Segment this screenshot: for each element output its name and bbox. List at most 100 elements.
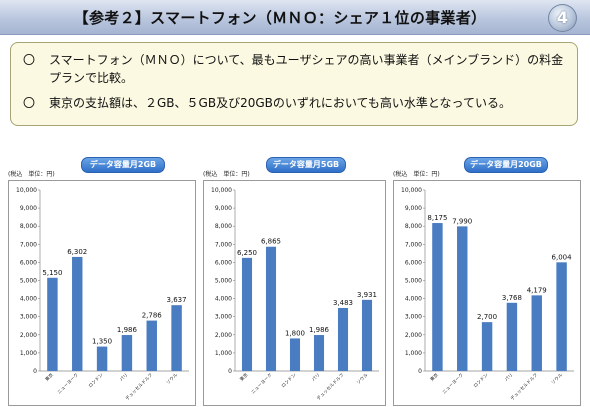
y-tick-label: 1,000 (20, 350, 37, 357)
unit-label: (税込 単位：円) (203, 171, 250, 178)
data-label: 5,150 (42, 269, 62, 277)
y-tick-label: 8,000 (405, 223, 422, 230)
bar (171, 305, 182, 371)
bar (506, 302, 518, 371)
x-tick-label: ニューヨーク (250, 372, 273, 395)
bar (72, 256, 83, 371)
bar (556, 262, 567, 371)
y-tick-label: 7,000 (215, 241, 232, 248)
x-tick-label: パリ (311, 372, 322, 383)
data-label: 6,250 (237, 249, 257, 257)
y-tick-label: 6,000 (405, 259, 422, 266)
chart-frame: 0 1,000 2,000 3,000 4,000 5,000 6,000 7,000 8,00… (203, 180, 386, 406)
data-label: 7,990 (452, 217, 472, 225)
data-label: 2,700 (477, 313, 497, 321)
unit-label: (税込 単位：円) (8, 171, 55, 178)
bar-chart-5gb: 0 1,000 2,000 3,000 4,000 5,000 6,000 7,000 8,00… (211, 187, 379, 402)
bullet-text: 東京の支払額は、２GB、５GB及び20GBのいずれにおいても高い水準となっている… (49, 96, 511, 110)
bar (313, 335, 325, 371)
y-tick-label: 10,000 (16, 187, 37, 194)
y-tick-label: 0 (228, 368, 232, 375)
summary-box: 〇 スマートフォン（ＭＮＯ）について、最もユーザシェアの高い事業者（メインブラン… (10, 42, 578, 126)
y-tick-label: 7,000 (20, 241, 37, 248)
y-tick-label: 3,000 (405, 314, 422, 321)
y-tick-label: 3,000 (20, 314, 37, 321)
data-label: 3,483 (333, 299, 353, 307)
y-tick-label: 10,000 (211, 187, 232, 194)
chart-title: データ容量月20GB (464, 157, 548, 173)
unit-label: (税込 単位：円) (393, 171, 440, 178)
y-tick-label: 1,000 (405, 350, 422, 357)
y-tick-label: 5,000 (20, 278, 37, 285)
y-tick-label: 2,000 (20, 332, 37, 339)
bar (289, 338, 301, 371)
bar (337, 307, 349, 371)
page-number-badge: 4 (548, 4, 577, 32)
data-label: 6,302 (67, 248, 87, 256)
x-tick-label: ソウル (165, 371, 180, 386)
chart-frame: 0 1,000 2,000 3,000 4,000 5,000 6,000 7,000 8,00… (393, 180, 581, 406)
y-tick-label: 9,000 (20, 205, 37, 212)
bar-chart-20gb: 0 1,000 2,000 3,000 4,000 5,000 6,000 7,000 8,00… (401, 187, 574, 402)
y-tick-label: 4,000 (215, 296, 232, 303)
data-label: 3,637 (167, 296, 187, 304)
x-tick-label: 東京 (44, 371, 56, 383)
y-tick-label: 3,000 (215, 314, 232, 321)
bar (531, 295, 542, 371)
chart-title: データ容量月5GB (266, 157, 346, 173)
x-tick-label: ソウル (355, 371, 370, 386)
x-tick-label: 東京 (238, 371, 250, 383)
x-tick-label: ロンドン (280, 372, 297, 389)
x-tick-label: ソウル (550, 371, 565, 386)
x-tick-label: ロンドン (88, 372, 105, 389)
data-label: 6,004 (552, 253, 573, 261)
bullet-mark: 〇 (23, 96, 36, 110)
data-label: 3,768 (502, 294, 522, 302)
data-label: 3,931 (357, 291, 377, 299)
x-tick-label: ニューヨーク (56, 372, 79, 395)
bar (432, 223, 443, 371)
y-tick-label: 6,000 (20, 259, 37, 266)
chart-frame: 0 1,000 2,000 3,000 4,000 5,000 6,000 7,000 8,00… (8, 180, 196, 406)
data-label: 1,986 (117, 326, 138, 334)
bar (265, 246, 277, 371)
bar-chart-2gb: 0 1,000 2,000 3,000 4,000 5,000 6,000 7,000 8,00… (16, 187, 189, 402)
x-tick-label: パリ (119, 372, 130, 383)
y-tick-label: 4,000 (20, 296, 37, 303)
chart-title: データ容量月2GB (81, 157, 165, 173)
x-tick-label: ロンドン (473, 372, 490, 389)
x-tick-label: ニューヨーク (441, 372, 464, 395)
y-tick-label: 2,000 (215, 332, 232, 339)
bar (96, 346, 108, 371)
y-tick-label: 9,000 (405, 205, 422, 212)
data-label: 1,800 (285, 329, 305, 337)
y-tick-label: 7,000 (405, 241, 422, 248)
x-tick-label: 東京 (429, 371, 441, 383)
x-tick-label: パリ (504, 372, 515, 383)
bar (146, 320, 157, 371)
data-label: 1,350 (92, 338, 112, 346)
y-tick-label: 5,000 (215, 278, 232, 285)
bar (457, 226, 468, 371)
y-tick-label: 4,000 (405, 296, 422, 303)
bar (47, 277, 58, 371)
summary-bullet: 〇 スマートフォン（ＭＮＯ）について、最もユーザシェアの高い事業者（メインブラン… (23, 51, 565, 87)
data-label: 8,175 (427, 214, 447, 222)
y-tick-label: 0 (418, 368, 422, 375)
slide-header: 【参考２】スマートフォン（ＭＮＯ：シェア１位の事業者） 4 (0, 0, 590, 35)
bar (481, 322, 493, 371)
y-tick-label: 8,000 (215, 223, 232, 230)
y-tick-label: 2,000 (405, 332, 422, 339)
y-tick-label: 9,000 (215, 205, 232, 212)
data-label: 1,986 (309, 326, 330, 334)
slide-title: 【参考２】スマートフォン（ＭＮＯ：シェア１位の事業者） (73, 9, 487, 27)
y-tick-label: 10,000 (401, 187, 422, 194)
y-tick-label: 6,000 (215, 259, 232, 266)
bar (121, 335, 133, 371)
y-tick-label: 5,000 (405, 278, 422, 285)
summary-bullet: 〇 東京の支払額は、２GB、５GB及び20GBのいずれにおいても高い水準となって… (23, 94, 565, 112)
bullet-text: スマートフォン（ＭＮＯ）について、最もユーザシェアの高い事業者（メインブランド）… (49, 53, 564, 85)
bullet-mark: 〇 (23, 53, 36, 67)
y-tick-label: 1,000 (215, 350, 232, 357)
y-tick-label: 8,000 (20, 223, 37, 230)
